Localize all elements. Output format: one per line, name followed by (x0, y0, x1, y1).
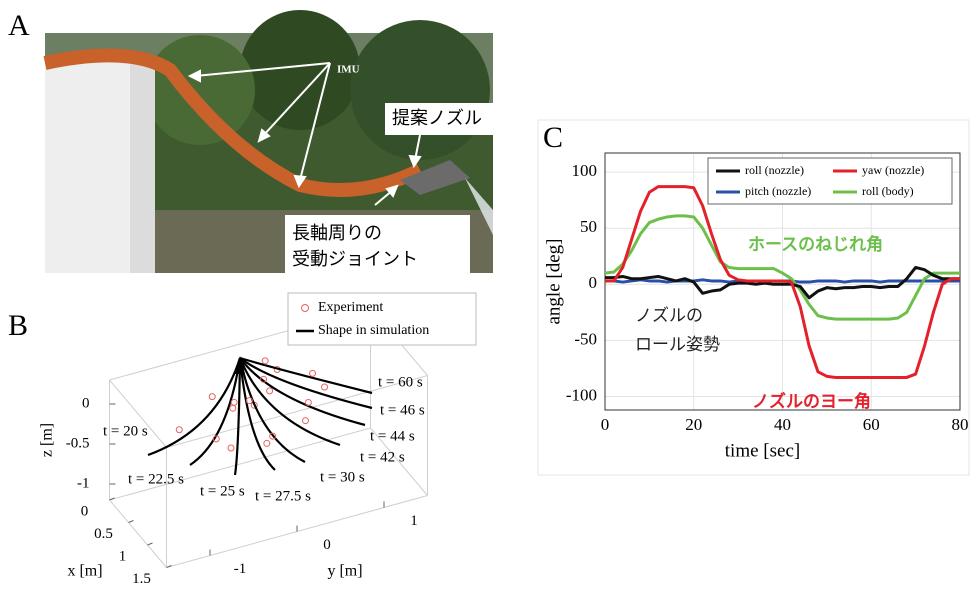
experiment-point (262, 358, 268, 364)
photo-annotation: 提案ノズル (392, 108, 482, 129)
x-tick (148, 543, 153, 545)
y-tick-label: 0 (589, 273, 598, 292)
curve-label: t = 44 s (370, 428, 415, 444)
y-tick-label: 1 (410, 513, 418, 529)
y-tick-label: -1 (234, 561, 247, 577)
x-axis-label: x [m] (67, 563, 102, 580)
x-tick-label: 60 (863, 415, 880, 434)
x-tick-label: 80 (952, 415, 969, 434)
experiment-point (231, 399, 237, 405)
y-tick-label: -100 (566, 385, 597, 404)
legend-label: Experiment (318, 300, 383, 315)
annotation: ホースのねじれ角 (748, 234, 883, 255)
panel-label: C (543, 121, 563, 154)
experiment-point (303, 418, 309, 424)
annotation: ノズルのヨー角 (752, 391, 871, 412)
legend-label: pitch (nozzle) (745, 184, 811, 198)
experiment-point (310, 370, 316, 376)
y-tick-label: 50 (580, 217, 597, 236)
photo (45, 10, 515, 273)
z-axis-label: z [m] (39, 423, 56, 457)
photo-annotation: 受動ジョイント (292, 249, 418, 270)
x-tick-label: 40 (774, 415, 791, 434)
curve-label: t = 25 s (200, 483, 245, 499)
photo-annotation: IMU (337, 64, 360, 76)
curve-label: t = 22.5 s (128, 471, 184, 487)
y-tick-label: 100 (572, 161, 598, 180)
experiment-point (305, 399, 311, 405)
experiment-point (264, 440, 270, 446)
experiment-point (230, 405, 236, 411)
x-tick-label: 0 (81, 503, 89, 519)
x-axis-label: time [sec] (725, 440, 800, 461)
y-tick-label: 0 (323, 537, 331, 553)
y-tick-label: -50 (574, 329, 597, 348)
legend-label: Shape in simulation (318, 323, 429, 338)
experiment-point (228, 445, 234, 451)
z-tick-label: 0 (82, 395, 90, 411)
curve-label: t = 46 s (380, 402, 425, 418)
experiment-point (209, 394, 215, 400)
simulated-shape (148, 358, 240, 455)
curve-label: t = 20 s (103, 423, 148, 439)
curve-label: t = 42 s (360, 449, 405, 465)
x-tick-label: 0 (601, 415, 610, 434)
page: A B C IMU 提案ノズル 長軸周りの 受動ジョイント 0 -0.5 -1 0 0.… (0, 0, 970, 594)
legend-label: yaw (nozzle) (862, 163, 924, 177)
legend-label: roll (nozzle) (745, 163, 804, 177)
x-tick-label: 20 (685, 415, 702, 434)
y-axis-label: angle [deg] (543, 239, 564, 325)
curve-label: t = 60 s (378, 374, 423, 390)
y-axis-label: y [m] (327, 563, 362, 580)
experiment-point (246, 398, 252, 404)
experiment-point (322, 384, 328, 390)
annotation: ノズルの (635, 306, 703, 326)
panel-label: A (8, 9, 30, 42)
figure: A B C IMU 提案ノズル 長軸周りの 受動ジョイント 0 -0.5 -1 0 0.… (0, 0, 970, 594)
curve-label: t = 30 s (320, 469, 365, 485)
x-tick-label: 1.5 (132, 571, 151, 587)
panel-label: B (8, 309, 28, 342)
x-tick-label: 0.5 (94, 526, 113, 542)
curve-label: t = 27.5 s (255, 488, 311, 504)
annotation: ロール姿勢 (635, 335, 720, 355)
x-tick (129, 521, 134, 523)
experiment-point (267, 388, 273, 394)
experiment-point (176, 427, 182, 433)
x-tick-label: 1 (119, 548, 127, 564)
z-tick-label: -1 (77, 475, 90, 491)
z-tick-label: -0.5 (66, 435, 90, 451)
legend-label: roll (body) (862, 184, 914, 198)
photo-annotation: 長軸周りの (292, 223, 382, 244)
